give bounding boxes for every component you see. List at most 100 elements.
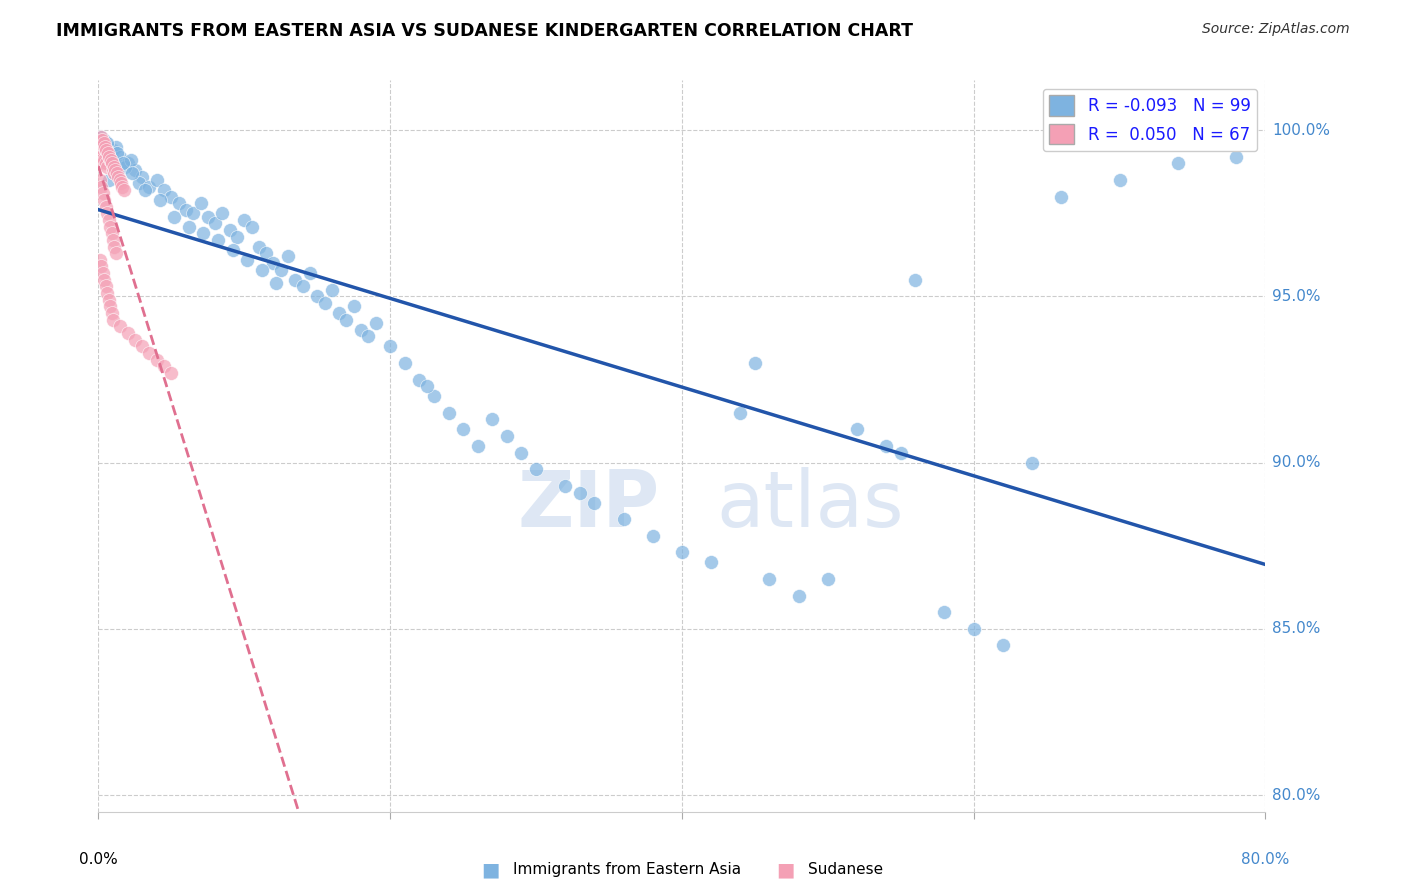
Point: [90, 260, 112, 274]
Point: [378, 339, 402, 353]
Point: [91, 133, 114, 147]
Point: [91, 143, 114, 157]
Point: [153, 359, 176, 374]
Point: [105, 146, 128, 161]
Point: [100, 153, 122, 167]
Point: [90, 179, 112, 194]
Point: [240, 219, 263, 234]
Point: [98, 146, 121, 161]
Point: [93, 273, 115, 287]
Point: [207, 233, 229, 247]
Point: [904, 273, 927, 287]
Point: [671, 545, 693, 559]
Point: [101, 143, 124, 157]
Text: 95.0%: 95.0%: [1272, 289, 1320, 304]
Point: [153, 183, 176, 197]
Point: [110, 150, 132, 164]
Point: [262, 256, 284, 270]
Point: [1108, 173, 1130, 187]
Point: [612, 512, 634, 526]
Point: [97, 173, 120, 187]
Point: [160, 366, 183, 380]
Point: [146, 352, 169, 367]
Point: [190, 196, 212, 211]
Point: [284, 273, 307, 287]
Point: [328, 306, 350, 320]
Point: [96, 136, 118, 151]
Legend: R = -0.093   N = 99, R =  0.050   N = 67: R = -0.093 N = 99, R = 0.050 N = 67: [1042, 88, 1257, 151]
Point: [96, 143, 118, 157]
Point: [110, 177, 132, 191]
Text: atlas: atlas: [717, 467, 904, 542]
Point: [233, 213, 256, 227]
Point: [100, 156, 122, 170]
Point: [121, 166, 143, 180]
Point: [112, 156, 135, 170]
Point: [481, 412, 503, 426]
Point: [423, 389, 446, 403]
Point: [93, 133, 115, 147]
Point: [451, 422, 474, 436]
Point: [96, 206, 118, 220]
Text: IMMIGRANTS FROM EASTERN ASIA VS SUDANESE KINDERGARTEN CORRELATION CHART: IMMIGRANTS FROM EASTERN ASIA VS SUDANESE…: [56, 22, 914, 40]
Point: [247, 239, 270, 253]
Point: [97, 213, 120, 227]
Point: [114, 160, 136, 174]
Point: [357, 329, 380, 343]
Point: [110, 319, 132, 334]
Point: [277, 250, 299, 264]
Point: [211, 206, 233, 220]
Point: [298, 266, 321, 280]
Point: [181, 206, 204, 220]
Point: [89, 150, 111, 164]
Point: [97, 293, 120, 307]
Point: [321, 283, 343, 297]
Point: [875, 439, 897, 453]
Point: [160, 189, 183, 203]
Point: [103, 166, 125, 180]
Point: [97, 146, 120, 161]
Point: [101, 156, 124, 170]
Point: [174, 202, 197, 217]
Point: [314, 296, 336, 310]
Point: [787, 589, 810, 603]
Point: [100, 306, 122, 320]
Point: [1225, 150, 1247, 164]
Point: [700, 555, 723, 569]
Point: [97, 150, 120, 164]
Point: [94, 136, 117, 151]
Point: [98, 153, 121, 167]
Point: [415, 379, 437, 393]
Point: [134, 183, 156, 197]
Point: [291, 279, 314, 293]
Point: [138, 346, 160, 360]
Point: [758, 572, 780, 586]
Point: [94, 279, 117, 293]
Point: [167, 196, 190, 211]
Text: 90.0%: 90.0%: [1272, 455, 1320, 470]
Point: [89, 136, 111, 151]
Point: [437, 406, 460, 420]
Text: Source: ZipAtlas.com: Source: ZipAtlas.com: [1202, 22, 1350, 37]
Point: [94, 143, 117, 157]
Point: [104, 163, 127, 178]
Point: [108, 173, 131, 187]
Point: [394, 356, 416, 370]
Point: [163, 210, 186, 224]
Point: [91, 136, 114, 151]
Point: [96, 160, 118, 174]
Point: [101, 163, 124, 178]
Point: [236, 252, 259, 267]
Point: [495, 429, 517, 443]
Point: [96, 286, 118, 301]
Point: [94, 156, 117, 170]
Point: [104, 140, 127, 154]
Point: [91, 186, 114, 201]
Point: [105, 166, 128, 180]
Point: [266, 276, 288, 290]
Point: [128, 177, 150, 191]
Point: [103, 239, 125, 253]
Text: ZIP: ZIP: [517, 467, 659, 542]
Text: 85.0%: 85.0%: [1272, 622, 1320, 636]
Point: [90, 129, 112, 144]
